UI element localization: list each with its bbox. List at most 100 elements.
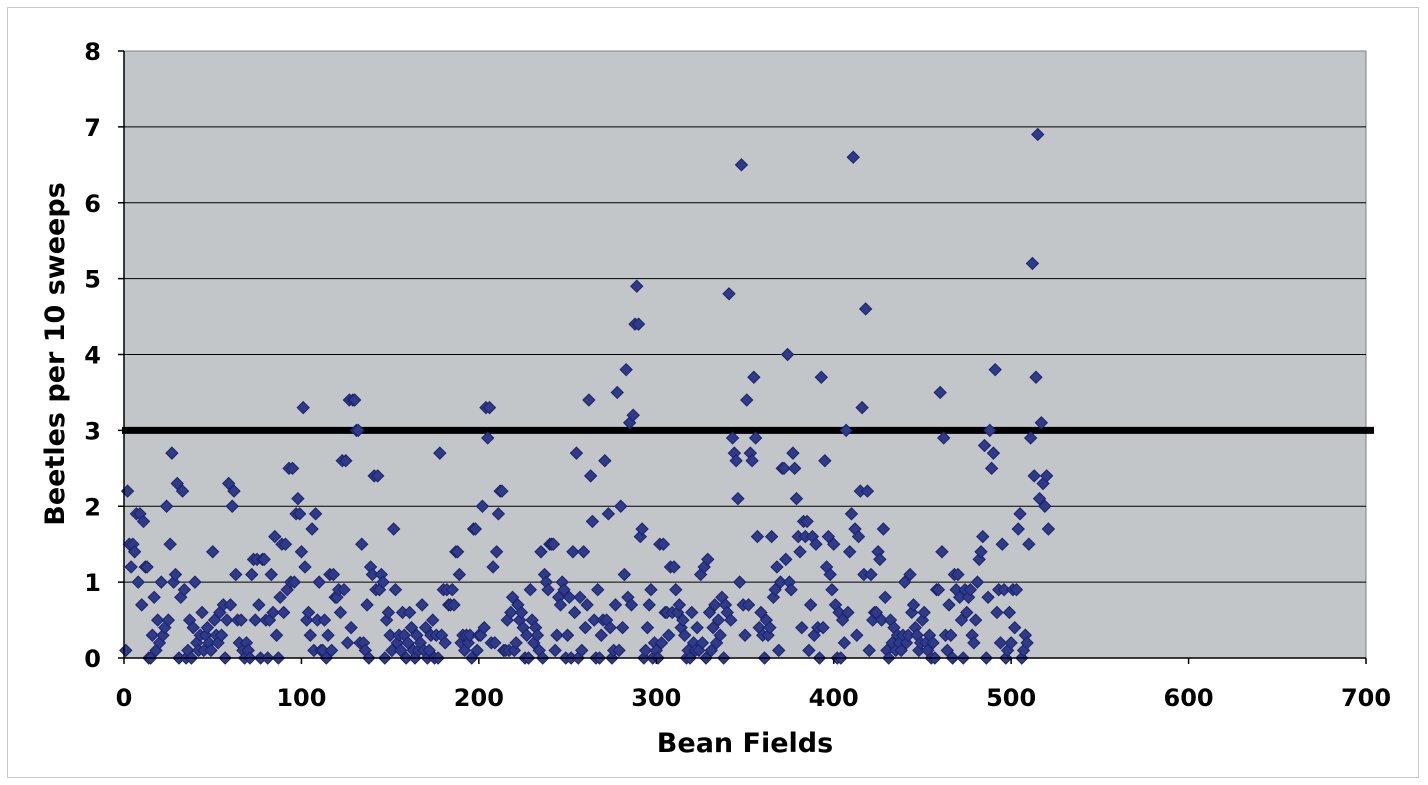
data-point [477,620,491,635]
data-point [1009,583,1024,597]
data-point [690,620,704,635]
data-point [371,469,385,483]
data-point [585,514,600,529]
data-point [963,583,978,597]
data-point [695,636,710,650]
data-point [287,575,302,589]
data-point [569,446,584,460]
data-point [161,613,176,627]
data-point [207,613,222,627]
x-tick-label: 100 [276,684,326,712]
data-point [119,643,133,658]
data-point [995,537,1009,551]
data-point [784,583,798,597]
data-point [1022,537,1036,551]
x-tick-label: 0 [116,684,133,712]
data-point [326,567,341,582]
data-point [951,567,965,582]
data-point [732,575,747,589]
data-point [846,150,860,164]
x-axis-title: Bean Fields [657,728,833,759]
data-point [835,613,850,627]
data-point [530,628,545,642]
data-point [147,590,161,605]
data-point [475,499,490,513]
data-point [206,545,220,559]
data-point [488,636,502,650]
data-point [415,598,429,612]
data-point [296,400,310,415]
data-point [131,575,145,589]
data-point [672,598,687,612]
y-tick-label: 3 [84,417,101,445]
data-point [764,529,779,544]
data-point [347,393,362,407]
data-point [839,423,853,438]
data-point [491,507,506,521]
data-point [858,302,873,316]
data-point [766,590,781,605]
data-point [470,643,484,658]
data-point [977,438,992,453]
data-point [278,537,293,551]
x-tick-label: 700 [1341,684,1391,712]
data-point [505,590,520,605]
x-tick-labels: 0 100 200 300 400 500 600 700 [116,684,1391,712]
data-point [841,605,855,620]
data-point [706,620,720,635]
data-point [140,560,154,574]
data-point [550,628,564,642]
data-point [740,393,754,407]
data-point [376,575,390,589]
data-point [656,537,671,551]
data-point [734,158,749,172]
data-point [509,636,523,650]
data-point [745,454,759,468]
data-point [156,628,170,642]
data-point [1020,636,1034,650]
data-point [935,545,949,559]
data-point [905,605,919,620]
data-point [713,628,727,642]
y-tick-label: 5 [84,266,101,294]
data-point [777,461,791,476]
data-point [661,628,676,642]
data-point [276,605,291,620]
x-tick-label: 200 [454,684,504,712]
data-point [124,560,138,574]
data-point [594,628,608,642]
data-point [942,598,956,612]
data-point [514,605,529,620]
data-point [630,279,644,293]
data-point [912,643,926,658]
data-point [291,491,305,506]
data-point [186,620,200,635]
data-point [972,552,986,567]
data-point [931,583,946,597]
data-point [702,605,717,620]
data-point [937,431,951,445]
data-point [654,636,669,650]
data-point [292,507,307,521]
data-point [580,598,594,612]
data-point [750,529,765,544]
data-point [1023,431,1038,445]
data-point [601,507,616,521]
data-point [708,598,722,612]
data-point [312,575,326,589]
data-point [520,628,534,642]
y-tick-label: 8 [84,38,101,66]
data-point [850,628,864,642]
data-point [711,613,726,627]
data-point [917,605,931,620]
data-point [303,628,318,642]
data-point [578,620,593,635]
data-point [772,643,786,658]
data-point [1032,491,1047,506]
data-point [1013,507,1027,521]
data-point [933,385,947,400]
data-point [816,620,830,635]
y-tick-label: 4 [84,342,101,370]
data-point [667,560,681,574]
data-point [445,583,459,597]
